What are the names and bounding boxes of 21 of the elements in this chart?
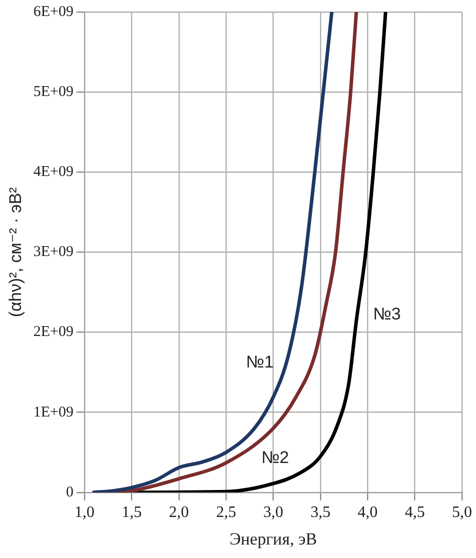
- y-tick-label: 6E+09: [33, 4, 74, 20]
- x-tick-label: 3,5: [310, 504, 330, 522]
- y-tick-label: 4E+09: [33, 164, 74, 180]
- y-tick-label: 1E+09: [33, 404, 74, 420]
- x-tick-label: 5,0: [452, 504, 472, 522]
- series-label: №2: [261, 448, 290, 468]
- y-axis-title: (αhν)², см⁻² · эВ²: [6, 186, 25, 318]
- x-tick-label: 3,0: [263, 504, 284, 522]
- series-label: №3: [373, 304, 401, 324]
- x-tick-label: 4,5: [404, 504, 425, 522]
- x-tick-label: 2,5: [216, 504, 236, 522]
- y-tick-label: 0: [66, 484, 74, 500]
- y-tick-label: 2E+09: [33, 324, 74, 340]
- y-tick-label: 5E+09: [33, 84, 74, 100]
- x-tick-label: 4,0: [358, 504, 378, 522]
- series-label: №1: [246, 352, 274, 372]
- x-tick-label: 1,0: [74, 504, 95, 522]
- x-tick-label: 2,0: [168, 504, 189, 522]
- y-tick-label: 3E+09: [33, 244, 74, 260]
- x-tick-label: 1,5: [122, 504, 142, 522]
- x-axis-title: Энергия, эВ: [230, 529, 317, 548]
